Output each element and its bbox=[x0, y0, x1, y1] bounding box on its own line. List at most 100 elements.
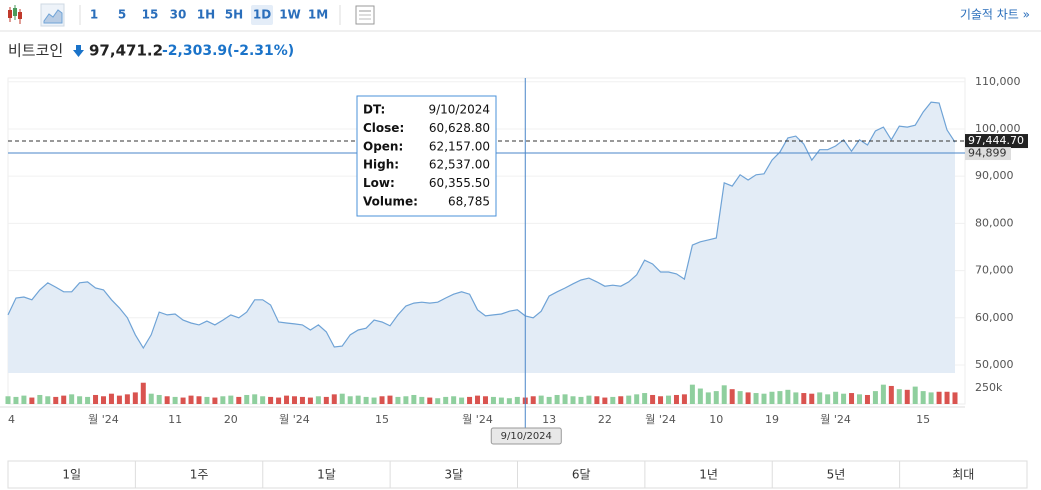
candle-icon[interactable] bbox=[8, 5, 22, 24]
volume-bar bbox=[188, 395, 194, 404]
volume-bar bbox=[307, 397, 313, 404]
interval-button[interactable]: 1W bbox=[279, 8, 301, 22]
x-tick-label: 월 '24 bbox=[645, 413, 676, 426]
volume-bar bbox=[713, 391, 719, 404]
volume-bar bbox=[618, 396, 624, 404]
range-button[interactable]: 3달 bbox=[444, 468, 463, 482]
tooltip-value: 68,785 bbox=[448, 195, 490, 209]
volume-bar bbox=[761, 393, 767, 404]
volume-bar bbox=[29, 397, 35, 404]
volume-bar bbox=[77, 396, 83, 404]
volume-bar bbox=[451, 396, 457, 404]
volume-bar bbox=[299, 396, 305, 404]
x-tick-label: 20 bbox=[224, 413, 238, 426]
volume-bar bbox=[180, 397, 186, 404]
interval-button[interactable]: 5 bbox=[118, 8, 126, 22]
volume-bar bbox=[777, 391, 783, 404]
x-tick-label: 월 '24 bbox=[279, 413, 310, 426]
range-button[interactable]: 1달 bbox=[317, 468, 336, 482]
y-tick-label: 110,000 bbox=[975, 75, 1021, 88]
tooltip-value: 62,157.00 bbox=[429, 139, 490, 153]
volume-bar bbox=[291, 396, 297, 404]
interval-button[interactable]: 15 bbox=[142, 8, 159, 22]
volume-bar bbox=[912, 386, 918, 404]
table-icon[interactable] bbox=[355, 5, 375, 25]
volume-bar bbox=[952, 392, 958, 404]
volume-bar bbox=[435, 398, 441, 404]
volume-bar bbox=[69, 394, 75, 404]
y-tick-label: 50,000 bbox=[975, 358, 1014, 371]
volume-bar bbox=[196, 396, 202, 404]
tooltip-key: Volume: bbox=[363, 195, 418, 209]
interval-button[interactable]: 1M bbox=[308, 8, 328, 22]
tooltip-value: 62,537.00 bbox=[429, 158, 490, 172]
volume-bar bbox=[212, 397, 218, 404]
volume-bar bbox=[841, 393, 847, 404]
x-tick-label: 4 bbox=[8, 413, 15, 426]
volume-bar bbox=[164, 396, 170, 404]
tooltip-value: 60,355.50 bbox=[429, 176, 490, 190]
volume-bar bbox=[379, 396, 385, 404]
volume-bar bbox=[825, 394, 831, 404]
volume-bar bbox=[562, 394, 568, 404]
range-button[interactable]: 1주 bbox=[190, 468, 209, 482]
volume-bar bbox=[172, 396, 178, 404]
volume-bar bbox=[681, 394, 687, 404]
selected-interval-bg bbox=[251, 5, 273, 25]
area-icon[interactable] bbox=[40, 3, 65, 27]
y-tick-label: 90,000 bbox=[975, 169, 1014, 182]
volume-bar bbox=[363, 396, 369, 404]
range-button[interactable]: 1년 bbox=[699, 468, 718, 482]
tooltip-key: DT: bbox=[363, 103, 385, 117]
y-tick-label: 80,000 bbox=[975, 216, 1014, 229]
x-tick-label: 10 bbox=[709, 413, 723, 426]
volume-bar bbox=[93, 394, 99, 404]
volume-bar bbox=[371, 397, 377, 404]
x-tick-label: 월 '24 bbox=[820, 413, 851, 426]
interval-button[interactable]: 30 bbox=[170, 8, 187, 22]
x-tick-label: 13 bbox=[542, 413, 556, 426]
volume-bar bbox=[506, 398, 512, 404]
volume-bar bbox=[729, 389, 735, 404]
volume-bar bbox=[284, 395, 290, 404]
interval-button[interactable]: 1D bbox=[253, 8, 271, 22]
volume-bar bbox=[689, 384, 695, 404]
volume-bar bbox=[45, 396, 51, 404]
volume-bar bbox=[37, 394, 43, 404]
range-button[interactable]: 최대 bbox=[952, 468, 974, 482]
technical-chart-link[interactable]: 기술적 차트 » bbox=[960, 8, 1030, 22]
volume-bar bbox=[650, 394, 656, 404]
volume-bar bbox=[785, 389, 791, 404]
volume-bar bbox=[570, 396, 576, 404]
volume-bar bbox=[610, 396, 616, 404]
volume-bar bbox=[817, 392, 823, 404]
tooltip bbox=[356, 95, 497, 217]
change-pct: (-2.31%) bbox=[227, 43, 294, 59]
price-area bbox=[8, 102, 955, 373]
volume-bar bbox=[626, 395, 632, 404]
volume-bar bbox=[944, 391, 950, 404]
range-button[interactable]: 5년 bbox=[827, 468, 846, 482]
volume-bar bbox=[53, 396, 59, 404]
interval-button[interactable]: 1H bbox=[197, 8, 215, 22]
volume-bar bbox=[61, 395, 67, 404]
y-tick-label: 100,000 bbox=[975, 122, 1021, 135]
volume-bar bbox=[658, 396, 664, 404]
range-button[interactable]: 6달 bbox=[572, 468, 591, 482]
volume-bar bbox=[904, 389, 910, 404]
interval-button[interactable]: 1 bbox=[90, 8, 98, 22]
price-line bbox=[7, 101, 956, 350]
volume-bar bbox=[347, 396, 353, 404]
volume-bar bbox=[140, 382, 146, 404]
volume-bar bbox=[482, 396, 488, 404]
volume-bar bbox=[586, 395, 592, 404]
volume-bar bbox=[475, 395, 481, 404]
interval-button[interactable]: 5H bbox=[225, 8, 243, 22]
volume-bar bbox=[315, 396, 321, 404]
asset-name: 비트코인 bbox=[8, 42, 63, 60]
volume-bar bbox=[809, 393, 815, 404]
change: -2,303.9 bbox=[162, 43, 227, 59]
range-button[interactable]: 1일 bbox=[62, 468, 81, 482]
volume-bar bbox=[793, 392, 799, 404]
volume-bar bbox=[355, 395, 361, 404]
